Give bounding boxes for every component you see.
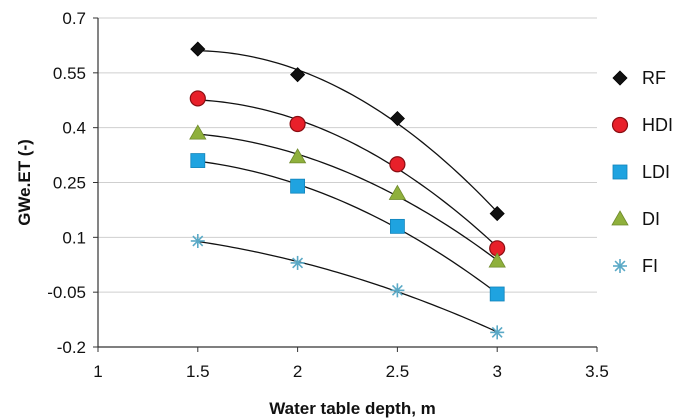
point-ldi bbox=[190, 153, 206, 168]
point-di bbox=[288, 148, 307, 164]
legend-label-rf: RF bbox=[642, 68, 666, 88]
trendline-di bbox=[197, 133, 498, 261]
point-fi bbox=[290, 255, 305, 270]
grid-lines bbox=[98, 17, 597, 293]
trendline-rf bbox=[197, 50, 498, 213]
legend-marker-rf bbox=[612, 70, 628, 86]
legend-label-fi: FI bbox=[642, 256, 658, 276]
x-tick-label: 2.5 bbox=[386, 362, 410, 381]
y-tick-label: 0.4 bbox=[62, 119, 86, 138]
trendline-ldi bbox=[197, 160, 498, 294]
y-tick-label: 0.25 bbox=[53, 174, 86, 193]
legend-marker-fi bbox=[613, 259, 627, 273]
legend-label-hdi: HDI bbox=[642, 115, 673, 135]
point-fi bbox=[390, 283, 405, 298]
point-di bbox=[488, 252, 506, 268]
point-di bbox=[189, 124, 207, 140]
point-rf bbox=[389, 110, 405, 127]
legend-label-di: DI bbox=[642, 209, 660, 229]
point-hdi bbox=[289, 115, 306, 133]
trendlines bbox=[197, 50, 498, 333]
y-tick-label: -0.05 bbox=[47, 283, 86, 302]
point-ldi bbox=[389, 218, 405, 234]
data-points bbox=[189, 41, 506, 340]
y-axis-label: GWe.ET (-) bbox=[15, 139, 34, 226]
point-di bbox=[388, 184, 407, 200]
tick-labels: 0.7 0.55 0.4 0.25 0.1 -0.05 -0.2 1 1.5 2 2.5 3 3.5 bbox=[47, 9, 609, 381]
legend-marker-hdi bbox=[611, 116, 629, 134]
point-hdi bbox=[189, 90, 206, 107]
x-tick-label: 3.5 bbox=[585, 362, 609, 381]
point-ldi bbox=[290, 178, 306, 194]
legend-label-ldi: LDI bbox=[642, 162, 670, 182]
point-rf bbox=[190, 41, 206, 57]
legend-marker-ldi bbox=[612, 164, 628, 180]
x-tick-label: 1.5 bbox=[186, 362, 210, 381]
y-tick-label: 0.1 bbox=[62, 228, 86, 247]
x-tick-label: 1 bbox=[93, 362, 102, 381]
axes bbox=[93, 17, 598, 352]
legend: RF HDI LDI DI FI bbox=[611, 68, 673, 276]
x-axis-label: Water table depth, m bbox=[269, 399, 436, 418]
trendline-fi bbox=[197, 240, 498, 333]
y-tick-label: 0.7 bbox=[62, 9, 86, 28]
y-tick-label: -0.2 bbox=[57, 338, 86, 357]
point-fi bbox=[490, 325, 505, 340]
y-tick-label: 0.55 bbox=[53, 64, 86, 83]
point-fi bbox=[190, 233, 205, 248]
point-rf bbox=[290, 67, 306, 83]
x-tick-label: 3 bbox=[492, 362, 501, 381]
trendline-hdi bbox=[197, 99, 498, 248]
x-tick-label: 2 bbox=[293, 362, 302, 381]
legend-marker-di bbox=[611, 210, 629, 226]
point-hdi bbox=[389, 156, 406, 173]
point-ldi bbox=[489, 286, 505, 302]
point-rf bbox=[489, 206, 505, 222]
